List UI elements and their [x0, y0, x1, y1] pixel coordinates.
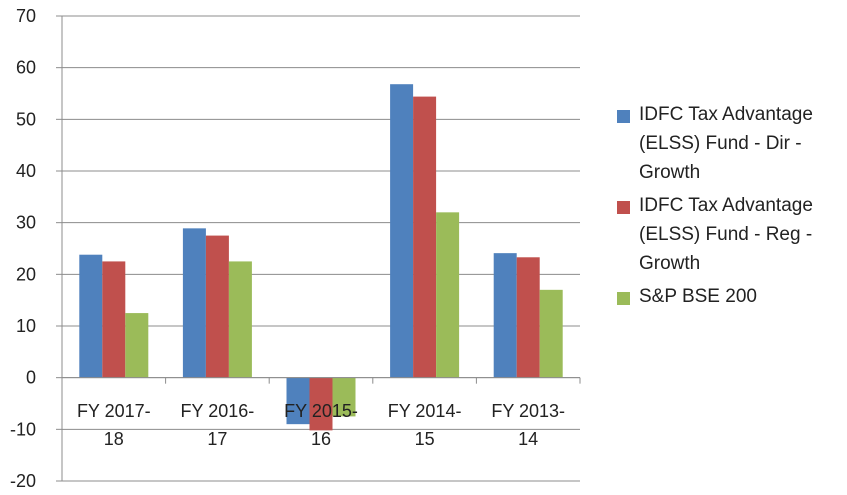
x-tick-label: FY 2017-18 — [77, 401, 151, 449]
y-tick-label: 10 — [16, 316, 36, 336]
y-tick-label: 20 — [16, 264, 36, 284]
bar — [436, 212, 460, 378]
legend-label: IDFC Tax Advantage — [639, 104, 813, 125]
y-axis-ticks: -20 -10 0 10 20 30 40 50 60 70 — [10, 6, 36, 491]
bar — [539, 289, 563, 378]
x-axis-ticks: FY 2017-18 FY 2016-17 FY 2015-16 FY 2014-15… — [77, 401, 565, 449]
y-tick-label: -20 — [10, 471, 36, 491]
axes — [61, 16, 581, 481]
x-tick-label: FY 2015-16 — [284, 401, 358, 449]
legend-label: (ELSS) Fund - Dir - — [639, 133, 802, 154]
legend-label: Growth — [639, 162, 701, 183]
bar — [516, 257, 540, 378]
x-tick-label: FY 2013-14 — [491, 401, 565, 449]
bar — [332, 377, 356, 417]
y-tick-label: 30 — [16, 213, 36, 233]
legend-label: S&P BSE 200 — [639, 286, 757, 307]
legend-item: IDFC Tax Advantage (ELSS) Fund - Reg - Gro… — [617, 191, 847, 278]
legend-label: Growth — [639, 253, 701, 274]
bar — [493, 253, 517, 378]
legend-swatch — [617, 201, 630, 214]
bar — [228, 261, 252, 378]
bar — [286, 377, 310, 425]
x-tick-label: FY 2016-17 — [181, 401, 255, 449]
legend-item: S&P BSE 200 — [617, 282, 847, 311]
legend-swatch — [617, 110, 630, 123]
legend: IDFC Tax Advantage (ELSS) Fund - Dir - Gro… — [617, 100, 847, 315]
y-tick-label: 70 — [16, 6, 36, 26]
y-tick-label: 60 — [16, 58, 36, 78]
y-tick-label: -10 — [10, 419, 36, 439]
legend-label: (ELSS) Fund - Reg - — [639, 224, 813, 245]
x-tick-label: FY 2014-15 — [388, 401, 462, 449]
bar — [309, 377, 333, 431]
bar — [182, 228, 206, 378]
bar — [125, 313, 149, 378]
bar — [413, 96, 437, 378]
y-tick-label: 0 — [26, 368, 36, 388]
legend-item: IDFC Tax Advantage (ELSS) Fund - Dir - Gro… — [617, 100, 847, 187]
bar — [205, 235, 229, 378]
bars — [79, 84, 563, 431]
bar — [102, 261, 126, 378]
y-tick-label: 50 — [16, 109, 36, 129]
y-tick-label: 40 — [16, 161, 36, 181]
legend-label: IDFC Tax Advantage — [639, 195, 813, 216]
bar — [390, 84, 414, 378]
legend-swatch — [617, 292, 630, 305]
bar — [79, 254, 103, 378]
